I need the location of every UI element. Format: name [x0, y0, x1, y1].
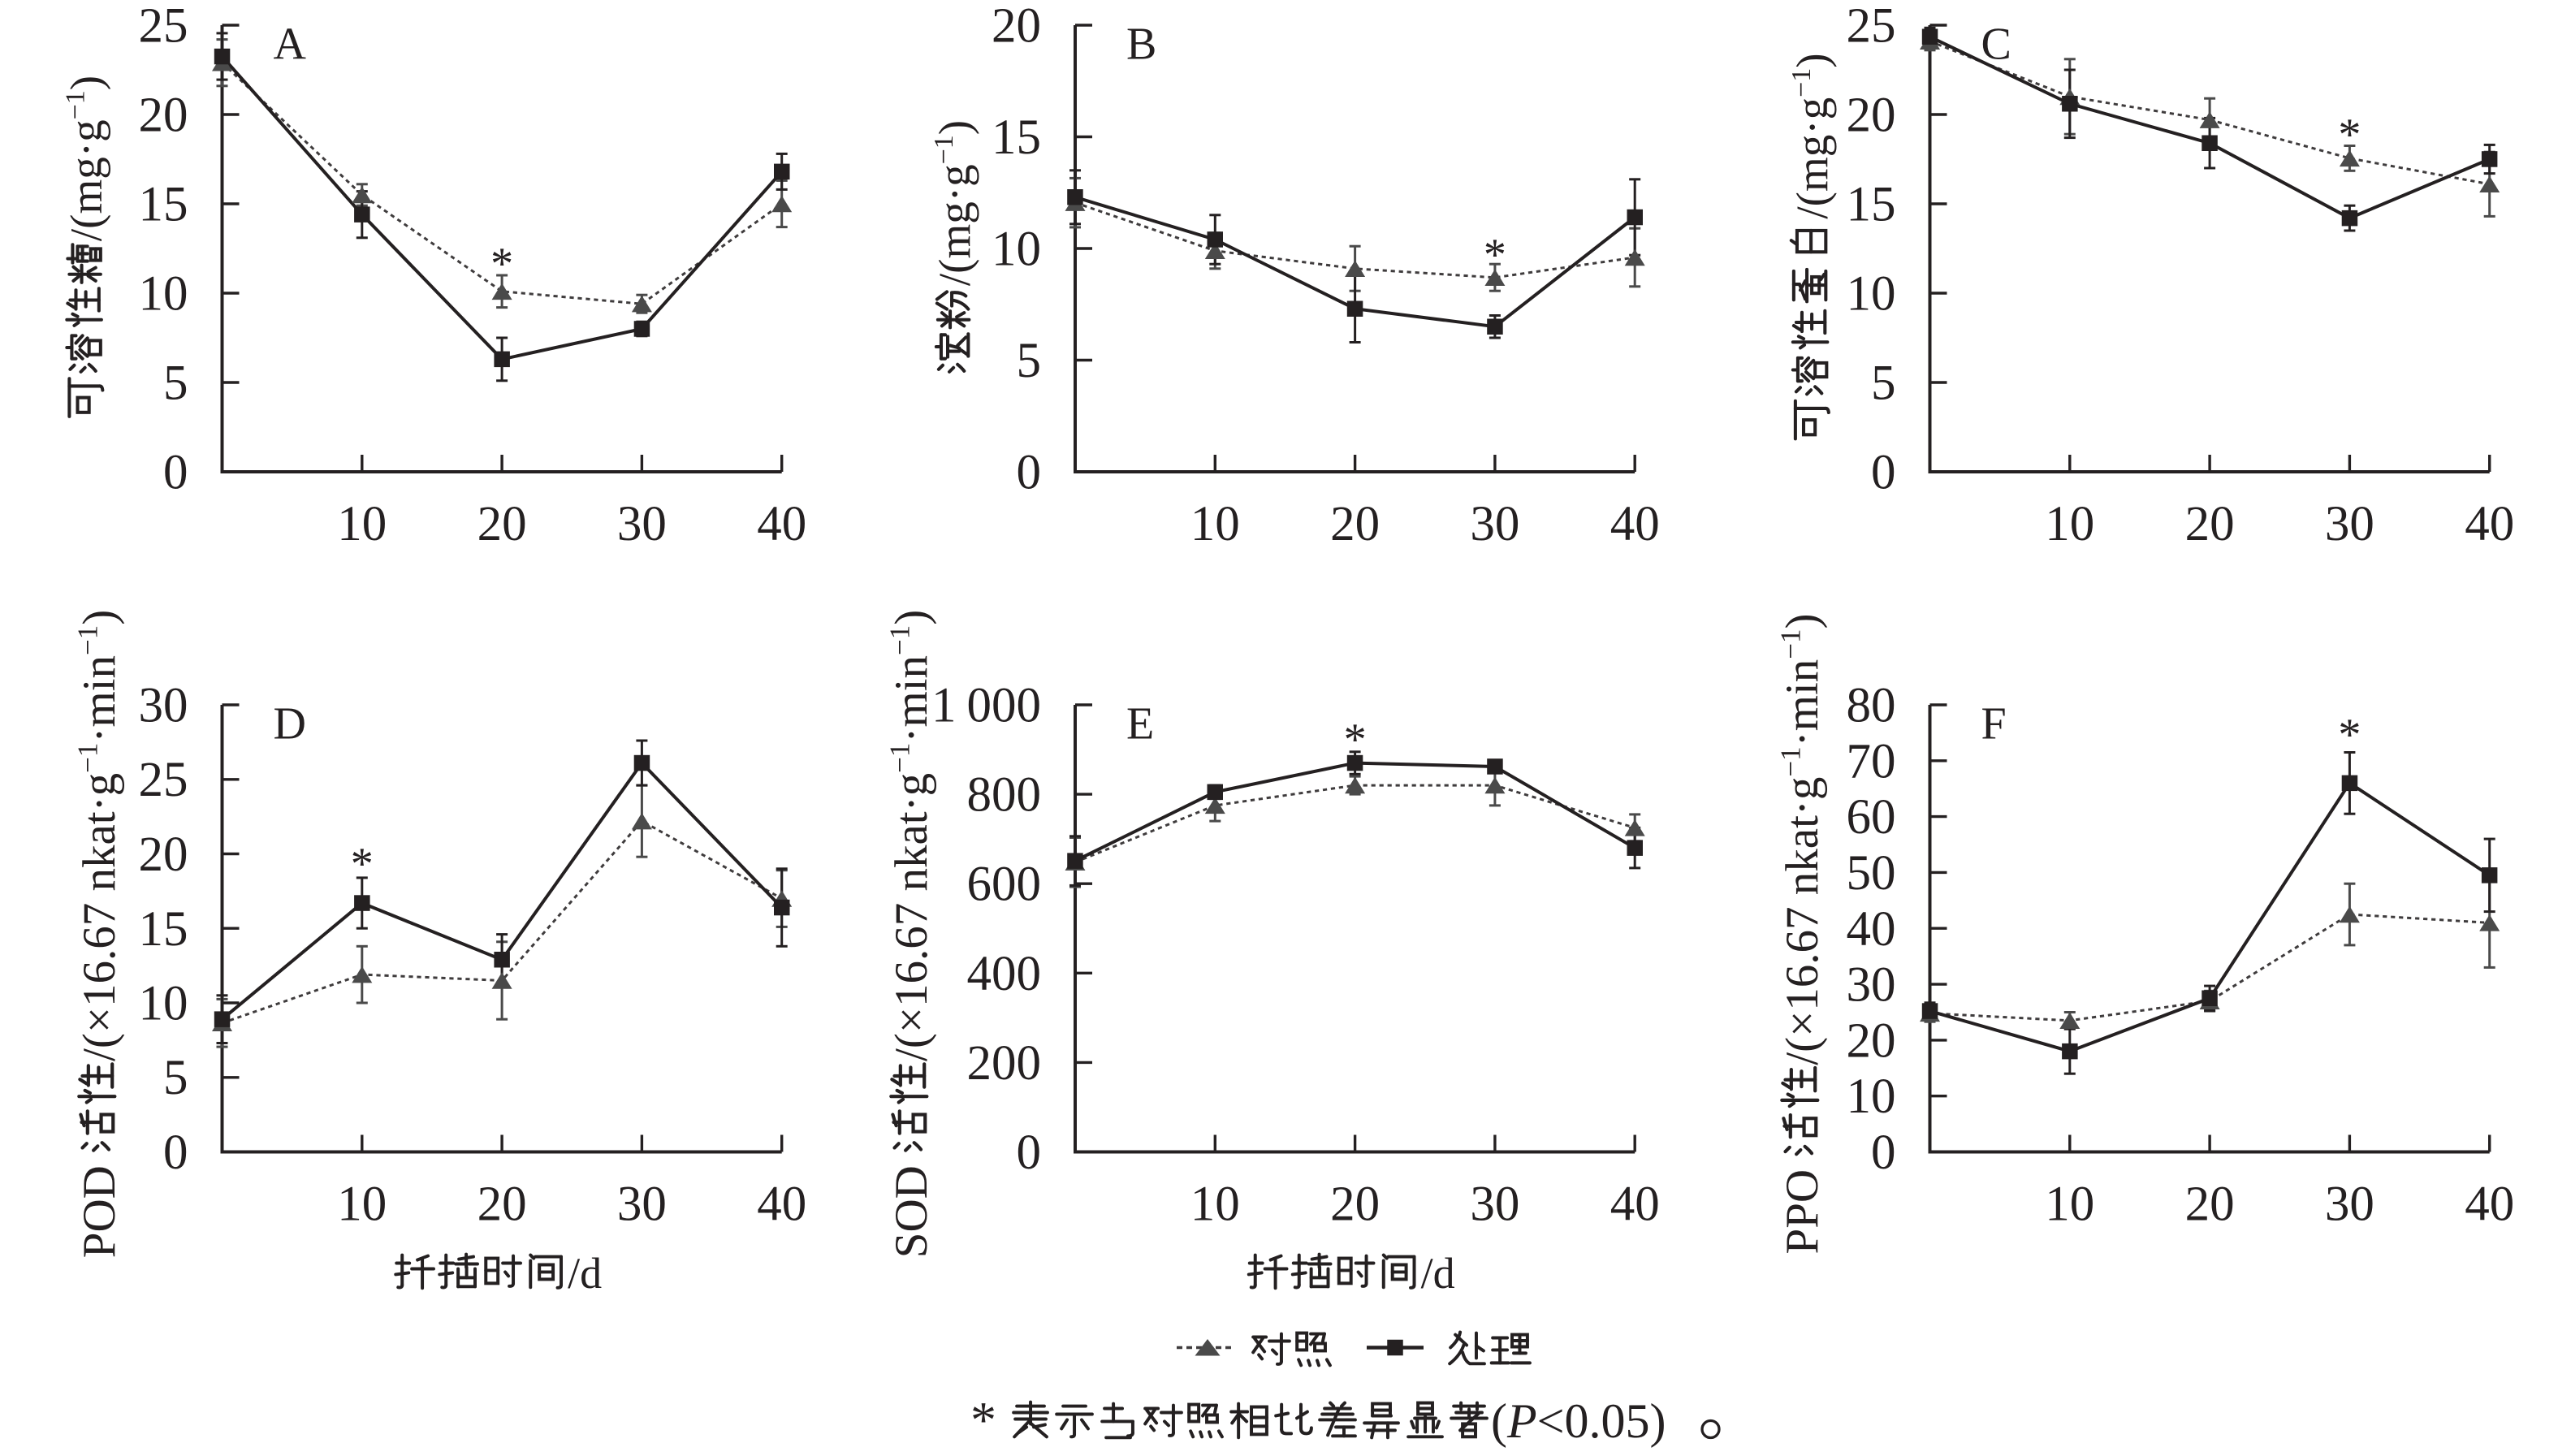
svg-text:/(mg·g−1): /(mg·g−1) — [61, 76, 111, 241]
svg-text:10: 10 — [139, 977, 188, 1031]
svg-text:600: 600 — [967, 858, 1042, 912]
svg-text:0: 0 — [1871, 1125, 1896, 1180]
svg-text:5: 5 — [163, 356, 188, 411]
svg-text:20: 20 — [1847, 1013, 1896, 1068]
svg-text:*: * — [1484, 230, 1506, 280]
svg-text:E: E — [1126, 699, 1154, 750]
svg-text:40: 40 — [757, 1177, 806, 1232]
svg-text:30: 30 — [2325, 1177, 2374, 1232]
svg-text:30: 30 — [617, 1177, 667, 1232]
svg-text:0: 0 — [163, 446, 188, 500]
svg-text:/(mg·g−1): /(mg·g−1) — [1787, 53, 1837, 218]
svg-text:SOD: SOD — [886, 1165, 937, 1258]
svg-text:25: 25 — [139, 0, 188, 54]
svg-text:30: 30 — [139, 679, 188, 733]
svg-text:/d: /d — [1421, 1249, 1455, 1298]
svg-text:800: 800 — [967, 768, 1042, 823]
svg-text:10: 10 — [337, 497, 387, 551]
svg-text:30: 30 — [1847, 958, 1896, 1013]
svg-text:20: 20 — [1330, 1177, 1380, 1232]
svg-text:/(×16.67 nkat·g−1·min−1): /(×16.67 nkat·g−1·min−1) — [884, 610, 937, 1061]
svg-text:000: 000 — [967, 679, 1042, 733]
svg-text:5: 5 — [1017, 334, 1042, 388]
svg-text:30: 30 — [1470, 497, 1519, 551]
svg-text:15: 15 — [1847, 178, 1896, 232]
svg-text:20: 20 — [139, 89, 188, 143]
svg-text:POD: POD — [74, 1165, 125, 1258]
svg-text:20: 20 — [1330, 497, 1380, 551]
svg-text:25: 25 — [139, 753, 188, 807]
svg-text:30: 30 — [1470, 1177, 1519, 1232]
svg-text:*: * — [2338, 710, 2361, 760]
svg-text:20: 20 — [477, 497, 527, 551]
svg-text:20: 20 — [992, 0, 1041, 54]
svg-text:5: 5 — [163, 1051, 188, 1105]
svg-text:50: 50 — [1847, 846, 1896, 901]
svg-text:400: 400 — [967, 947, 1042, 1001]
svg-text:0: 0 — [1871, 446, 1896, 500]
svg-text:PPO: PPO — [1777, 1169, 1828, 1255]
svg-text:20: 20 — [1847, 89, 1896, 143]
svg-text:F: F — [1981, 699, 2007, 750]
svg-text:40: 40 — [2465, 497, 2514, 551]
svg-text:15: 15 — [139, 178, 188, 232]
svg-text:20: 20 — [2185, 1177, 2235, 1232]
svg-text:B: B — [1126, 19, 1156, 70]
svg-text:20: 20 — [2185, 497, 2235, 551]
svg-text:5: 5 — [1871, 356, 1896, 411]
svg-text:10: 10 — [139, 267, 188, 322]
svg-text:/(×16.67 nkat·g−1·min−1): /(×16.67 nkat·g−1·min−1) — [1774, 613, 1828, 1065]
svg-text:80: 80 — [1847, 679, 1896, 733]
svg-text:70: 70 — [1847, 734, 1896, 788]
svg-text:0: 0 — [163, 1125, 188, 1180]
svg-text:0: 0 — [1017, 1125, 1042, 1180]
svg-text:20: 20 — [477, 1177, 527, 1232]
svg-text:10: 10 — [337, 1177, 387, 1232]
svg-text:30: 30 — [2325, 497, 2374, 551]
svg-text:40: 40 — [1610, 1177, 1660, 1232]
svg-text:10: 10 — [1190, 1177, 1240, 1232]
svg-text:A: A — [274, 19, 307, 70]
svg-text:200: 200 — [967, 1036, 1042, 1091]
svg-text:*: * — [1344, 715, 1367, 765]
svg-text:10: 10 — [2045, 497, 2094, 551]
svg-text:30: 30 — [617, 497, 667, 551]
svg-text:10: 10 — [1847, 267, 1896, 322]
svg-text:1: 1 — [931, 679, 957, 733]
svg-text:/(mg·g−1): /(mg·g−1) — [929, 120, 979, 286]
svg-text:*: * — [970, 1391, 996, 1449]
svg-text:/d: /d — [568, 1249, 602, 1298]
svg-text:20: 20 — [139, 827, 188, 882]
svg-text:10: 10 — [2045, 1177, 2094, 1232]
svg-text:10: 10 — [1190, 497, 1240, 551]
svg-text:*: * — [2338, 110, 2361, 160]
svg-text:60: 60 — [1847, 790, 1896, 845]
svg-text:*: * — [351, 839, 374, 889]
svg-text:40: 40 — [1847, 902, 1896, 957]
svg-text:40: 40 — [2465, 1177, 2514, 1232]
svg-text:*: * — [490, 239, 513, 289]
svg-text:40: 40 — [1610, 497, 1660, 551]
svg-text:15: 15 — [139, 902, 188, 957]
svg-text:C: C — [1981, 19, 2011, 70]
svg-text:15: 15 — [992, 110, 1041, 165]
svg-text:25: 25 — [1847, 0, 1896, 54]
svg-text:40: 40 — [757, 497, 806, 551]
svg-text:0: 0 — [1017, 446, 1042, 500]
svg-text:/(×16.67 nkat·g−1·min−1): /(×16.67 nkat·g−1·min−1) — [71, 610, 125, 1061]
svg-text:10: 10 — [1847, 1069, 1896, 1124]
svg-text:D: D — [274, 699, 306, 750]
svg-text:10: 10 — [992, 223, 1041, 277]
svg-text:(P<0.05): (P<0.05) — [1491, 1394, 1666, 1448]
